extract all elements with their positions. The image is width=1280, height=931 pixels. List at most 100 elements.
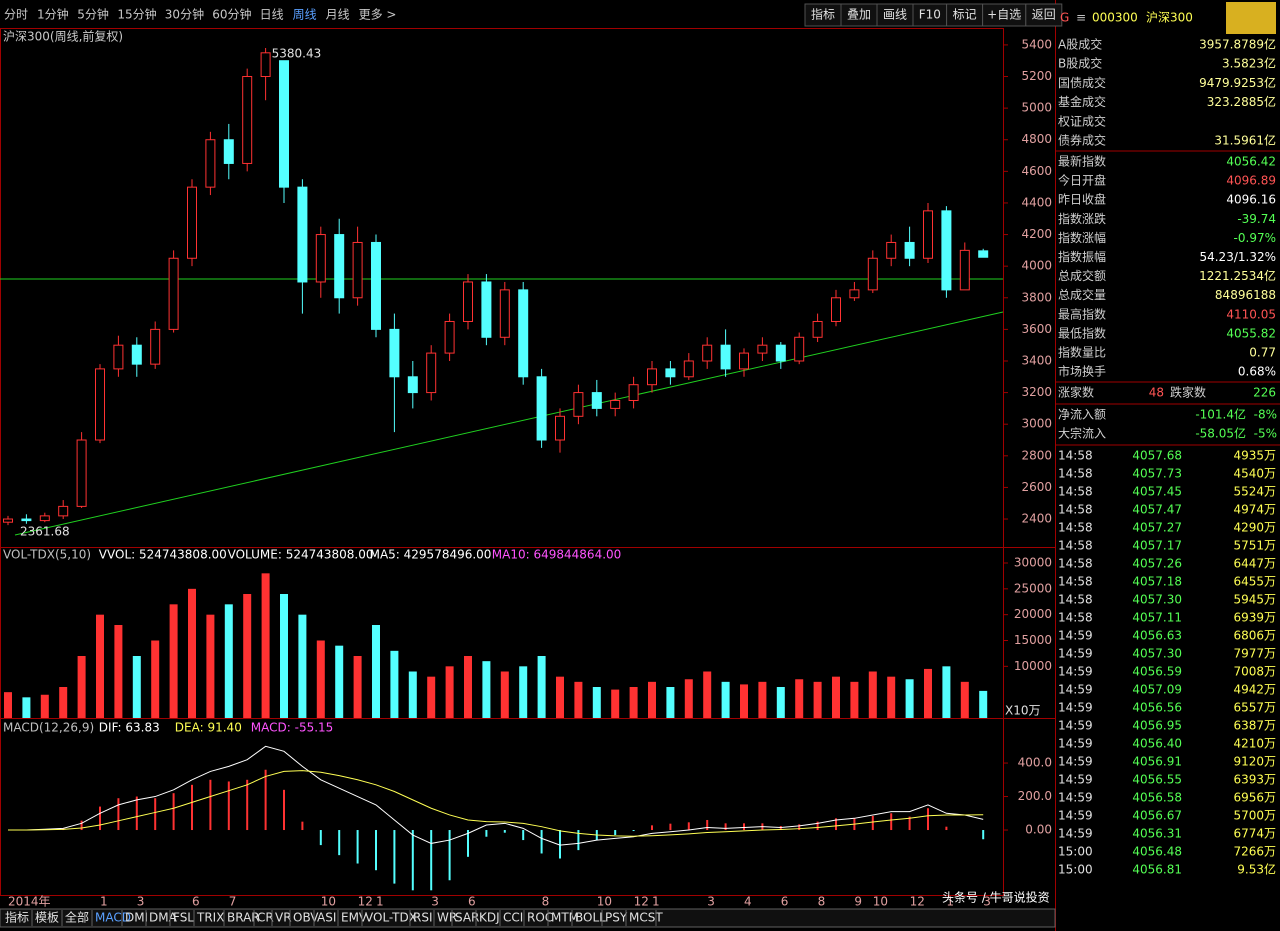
tool-label[interactable]: +自选: [987, 8, 1021, 22]
period-tab[interactable]: 月线: [326, 8, 350, 22]
candle-body: [426, 352, 437, 394]
x-tick-label: 6: [192, 895, 200, 909]
period-tab[interactable]: 更多 >: [359, 8, 397, 22]
volume-bar: [59, 687, 68, 718]
candle-body: [665, 368, 676, 378]
info-value: 4110.05: [1226, 307, 1276, 321]
tool-label[interactable]: 叠加: [847, 8, 871, 22]
candle-body: [518, 289, 529, 378]
indicator-tab[interactable]: BRAR: [227, 911, 260, 925]
indicator-tab[interactable]: 模板: [35, 911, 59, 925]
period-tab[interactable]: 5分钟: [77, 7, 109, 22]
x-tick-label: 3: [137, 895, 145, 909]
candle-body: [389, 328, 400, 378]
candle-body: [775, 344, 786, 362]
indicator-tab[interactable]: PSY: [605, 911, 628, 925]
volume-bar: [151, 640, 160, 718]
menu-icon[interactable]: ≡: [1076, 11, 1086, 25]
volume-bar: [776, 687, 785, 718]
indicator-tab[interactable]: 指标: [5, 910, 29, 925]
volume-bar: [500, 671, 509, 718]
indicator-tab[interactable]: DMI: [125, 911, 148, 925]
indicator-legend: MACD: -55.15: [251, 721, 334, 735]
indicator-tab[interactable]: VR: [275, 911, 292, 925]
period-tab[interactable]: 60分钟: [212, 7, 251, 22]
candle-body: [371, 241, 381, 330]
tool-label[interactable]: 标记: [953, 8, 977, 22]
info-label: 指数量比: [1058, 345, 1106, 360]
tool-label[interactable]: 画线: [883, 8, 907, 22]
logo: [1226, 2, 1276, 34]
volume-bar: [813, 681, 822, 718]
chart-title: 沪深300(周线,前复权): [3, 29, 123, 44]
x-tick-label: 7: [229, 895, 237, 909]
tool-button[interactable]: [1025, 3, 1063, 27]
indicator-tab[interactable]: BOLL: [575, 911, 606, 925]
info-label: 最低指数: [1058, 325, 1106, 340]
volume-bar: [408, 671, 417, 718]
indicator-tab[interactable]: TRIX: [196, 911, 224, 925]
period-tab[interactable]: 日线: [260, 8, 284, 22]
indicator-tab[interactable]: VOL-TDX: [365, 911, 417, 925]
tick-time: 15:00: [1058, 863, 1093, 877]
volume-bar: [96, 614, 104, 718]
breadth-value: 48: [1149, 386, 1164, 400]
info-label: 指数振幅: [1058, 249, 1106, 264]
tool-label[interactable]: 返回: [1032, 8, 1056, 22]
indicator-tab[interactable]: EMV: [341, 911, 368, 925]
period-tab[interactable]: 分时: [4, 8, 28, 22]
info-label: 最高指数: [1058, 306, 1106, 321]
volume-bar: [464, 656, 472, 718]
y-tick-label: 2600: [1021, 480, 1052, 494]
indicator-legend: DIF: 63.83: [99, 721, 160, 735]
flow-label: 大宗流入: [1058, 426, 1106, 441]
tick-price: 4056.63: [1132, 629, 1182, 643]
volume-bar: [114, 625, 123, 718]
tab-bar: [0, 908, 1056, 928]
indicator-tab[interactable]: SAR: [455, 911, 479, 925]
y-tick-label: 3600: [1021, 322, 1052, 336]
volume-bar: [740, 684, 748, 718]
tool-label[interactable]: 指标: [811, 7, 835, 22]
indicator-tab[interactable]: RSI: [413, 911, 433, 925]
volume-bar: [924, 668, 932, 718]
indicator-tab[interactable]: 全部: [65, 910, 89, 925]
tick-volume: 4210万: [1233, 737, 1276, 751]
tick-price: 4057.09: [1132, 683, 1182, 697]
period-tab[interactable]: 30分钟: [165, 7, 204, 22]
period-tab[interactable]: 15分钟: [117, 7, 156, 22]
info-label: 总成交额: [1058, 268, 1106, 283]
indicator-tab[interactable]: CCI: [503, 911, 523, 925]
tick-time: 14:58: [1058, 611, 1093, 625]
indicator-tab[interactable]: OBV: [293, 911, 319, 925]
indicator-tab[interactable]: CR: [257, 911, 274, 925]
tool-label[interactable]: F10: [919, 8, 941, 22]
indicator-tab[interactable]: MCST: [629, 911, 663, 925]
tick-volume: 9.53亿: [1237, 862, 1276, 877]
candle-body: [647, 368, 657, 386]
indicator-tab[interactable]: FSL: [173, 911, 194, 925]
indicator-tab[interactable]: KDJ: [479, 911, 500, 925]
tick-time: 14:59: [1058, 719, 1093, 733]
indicator-tab[interactable]: ROC: [527, 911, 553, 925]
tick-volume: 6447万: [1233, 557, 1276, 571]
tick-price: 4057.27: [1132, 521, 1182, 535]
indicator-tab[interactable]: ASI: [317, 911, 336, 925]
period-tab[interactable]: 周线: [293, 8, 317, 22]
candle-body: [923, 210, 933, 259]
high-annotation: 5380.43: [272, 47, 322, 61]
volume-bar: [169, 604, 178, 718]
stock-code: 000300: [1092, 11, 1138, 25]
tick-volume: 6557万: [1233, 701, 1276, 715]
dif-line: [8, 745, 984, 846]
volume-bar: [758, 681, 767, 718]
stock-name: 沪深300: [1146, 11, 1193, 25]
period-tab[interactable]: 1分钟: [37, 7, 69, 22]
candle-body: [463, 281, 473, 322]
candle-body: [260, 52, 271, 78]
volume-bar: [684, 679, 693, 718]
tick-time: 14:58: [1058, 539, 1093, 553]
x-tick-label: 10: [597, 895, 612, 909]
